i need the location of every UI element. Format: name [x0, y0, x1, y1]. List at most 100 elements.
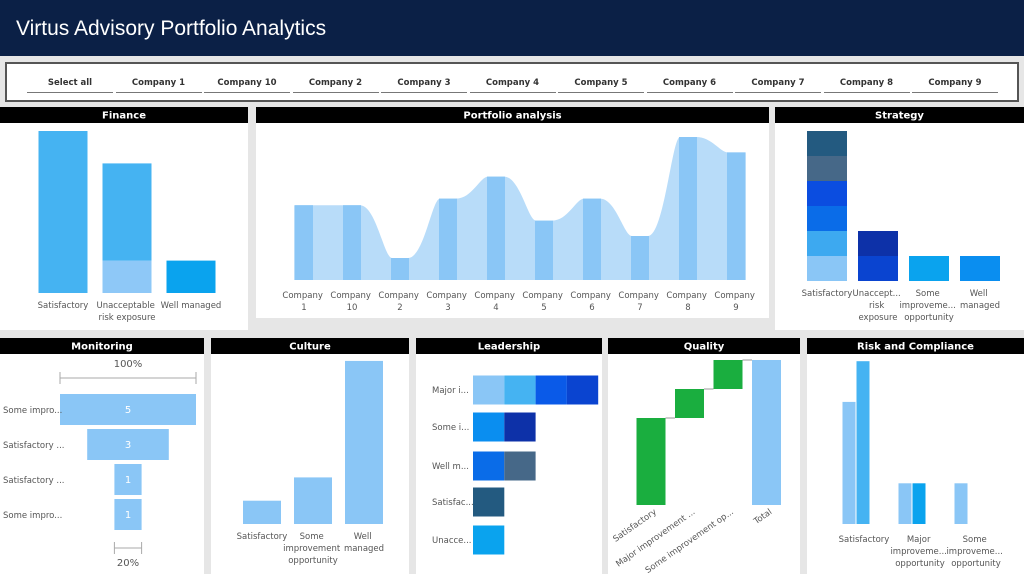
axis-label: Company 3 — [426, 291, 469, 313]
tab[interactable]: Company 8 — [823, 78, 910, 93]
bar — [842, 401, 856, 524]
bar-segment — [807, 131, 847, 156]
title: Virtus Advisory Portfolio Analytics — [16, 17, 327, 40]
axis-label: Unacceptable risk exposure — [96, 301, 157, 323]
bar — [487, 176, 505, 280]
panel-title: Risk and Compliance — [857, 342, 974, 353]
panel-header — [775, 107, 1024, 123]
axis-label: Some improveme... opportunity — [946, 535, 1005, 569]
bar-segment — [102, 260, 152, 293]
bar-segment — [473, 412, 505, 442]
bar-segment — [345, 360, 383, 524]
funnel-bar — [114, 499, 142, 530]
axis-label: Company 6 — [570, 291, 613, 313]
tab[interactable]: Company 7 — [735, 78, 821, 93]
tab-bar: Select all Company 1 Company 10 Company 2 Co… — [5, 62, 1019, 102]
bar — [391, 258, 409, 280]
panel-title: Culture — [289, 342, 331, 353]
value-label: 5 — [125, 405, 131, 416]
tab[interactable]: Company 6 — [646, 78, 733, 93]
bar-segment — [807, 156, 847, 181]
waterfall-bar — [675, 389, 704, 418]
bar — [679, 137, 697, 280]
panel-title: Leadership — [478, 342, 540, 353]
bar-segment — [473, 451, 505, 481]
value-label: 1 — [125, 510, 131, 521]
tab[interactable]: Company 5 — [558, 78, 644, 93]
panel-title: Quality — [684, 342, 725, 353]
bar — [439, 198, 457, 280]
bar-segment — [807, 231, 847, 256]
bar-segment — [473, 487, 505, 517]
tab[interactable]: Company 10 — [204, 78, 290, 93]
axis-label: Some impro... — [3, 406, 62, 416]
bar — [727, 152, 745, 280]
bar — [295, 205, 313, 280]
panel-title: Monitoring — [71, 342, 133, 353]
tab[interactable]: Company 1 — [115, 78, 202, 93]
axis-label: Major i... — [432, 386, 469, 396]
bar-segment — [294, 477, 332, 524]
tab[interactable]: Company 2 — [292, 78, 379, 93]
panel-header — [256, 107, 769, 123]
funnel-bar — [114, 464, 142, 495]
axis-label: Satisfactory — [839, 535, 890, 545]
tab[interactable]: Company 9 — [912, 78, 998, 93]
bar-segment — [566, 375, 599, 405]
waterfall-bar — [752, 360, 781, 505]
tab[interactable]: Select all — [27, 78, 113, 93]
funnel-bar — [87, 429, 169, 460]
bar-segment — [960, 256, 1000, 281]
axis-label: Well managed — [161, 301, 222, 311]
header: Virtus Advisory Portfolio Analytics — [0, 0, 1024, 56]
panel-title: Portfolio analysis — [463, 111, 561, 122]
waterfall-bar — [713, 360, 743, 389]
axis-label: Company 5 — [522, 291, 565, 313]
bar — [856, 361, 870, 524]
bar-segment — [166, 260, 216, 293]
panel-title: Finance — [102, 111, 146, 122]
bar-segment — [807, 256, 847, 281]
axis-label: Company 2 — [378, 291, 421, 313]
axis-label: Some improveme... opportunity — [899, 289, 958, 323]
axis-label: Company 8 — [666, 291, 709, 313]
bar-segment — [858, 231, 898, 256]
axis-label: Unaccept... risk exposure — [853, 289, 904, 323]
axis-label: Unacce... — [432, 536, 472, 546]
bar — [343, 205, 361, 280]
axis-label: Company 7 — [618, 291, 661, 313]
bar-segment — [535, 375, 567, 405]
panel-header — [211, 338, 409, 354]
axis-label: Satisfactory — [38, 301, 89, 311]
axis-label: Company 10 — [330, 291, 373, 313]
panel-header — [416, 338, 602, 354]
tab[interactable]: Company 3 — [381, 78, 467, 93]
axis-label: Satisfactory — [237, 532, 288, 542]
axis-label: Satisfactory — [802, 289, 853, 299]
bar-segment — [504, 412, 536, 442]
tab[interactable]: Company 4 — [469, 78, 556, 93]
funnel-bottom-label: 20% — [117, 558, 139, 569]
panel-header — [807, 338, 1024, 354]
bar — [912, 483, 926, 524]
axis-label: Company 4 — [474, 291, 517, 313]
axis-label: Some i... — [432, 423, 469, 433]
panel-header — [0, 338, 204, 354]
bar-segment — [807, 181, 847, 206]
value-label: 3 — [125, 440, 131, 451]
axis-label: Well managed — [344, 532, 384, 554]
bar — [954, 483, 968, 524]
bar-segment — [807, 206, 847, 231]
bar — [631, 236, 649, 280]
bar-segment — [243, 500, 281, 524]
waterfall-bar — [636, 418, 666, 505]
axis-label: Some improvement opportunity — [283, 532, 343, 566]
bar-segment — [38, 131, 88, 293]
bar-segment — [504, 451, 536, 481]
axis-label: Satisfactory ... — [3, 476, 64, 486]
bar — [535, 220, 553, 280]
bar-segment — [504, 375, 536, 405]
axis-label: Satisfac... — [432, 498, 474, 508]
